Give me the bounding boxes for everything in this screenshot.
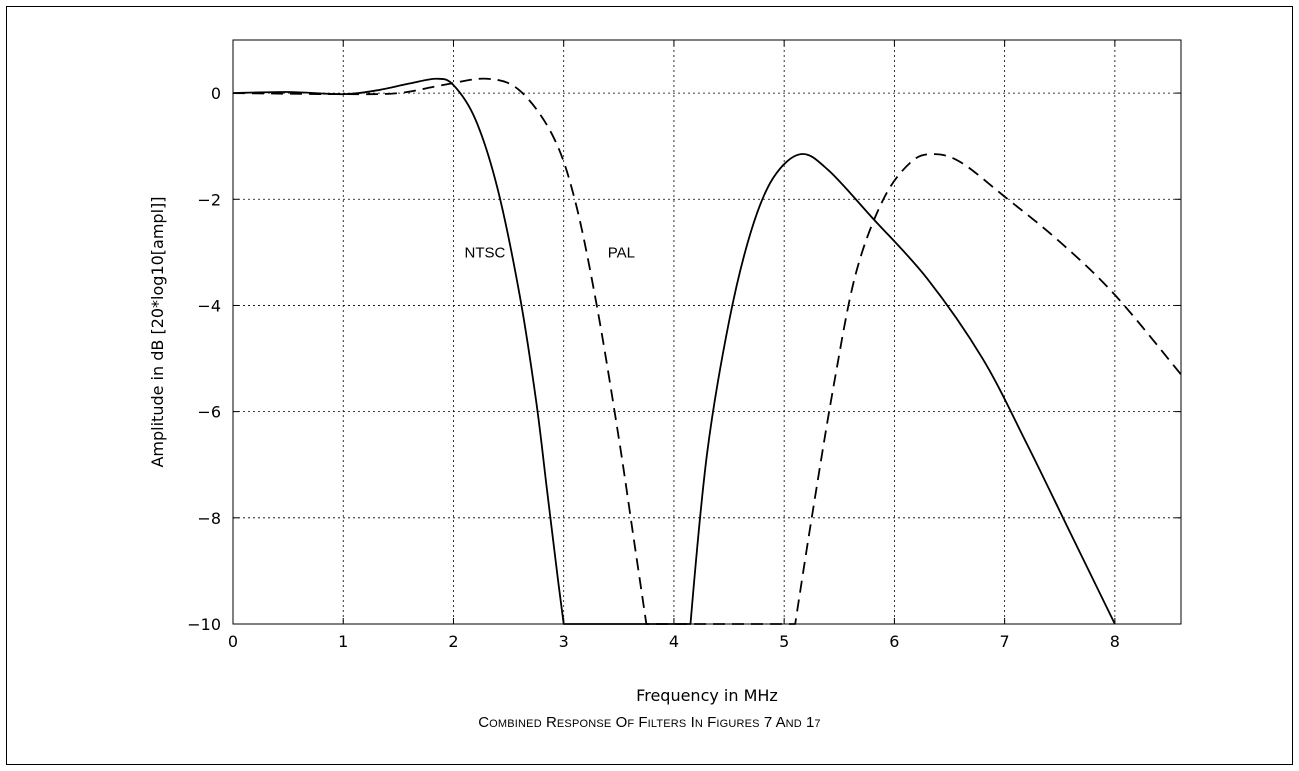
plot-area xyxy=(232,39,1182,625)
grid xyxy=(233,40,1181,624)
y-axis-label: Amplitude in dB [20*log10[ampl]] xyxy=(148,196,167,467)
y-tick-label: 0 xyxy=(211,84,221,103)
labels: 0 1 2 3 4 5 6 7 8 0 −2 −4 −6 −8 −10 NTSC PAL xyxy=(187,84,1120,651)
series-label-pal: PAL xyxy=(608,244,635,261)
x-tick-label: 8 xyxy=(1110,632,1120,651)
x-tick-label: 7 xyxy=(1000,632,1010,651)
y-tick-label: −2 xyxy=(197,190,221,209)
y-tick-label: −6 xyxy=(197,403,221,422)
series-line-ntsc xyxy=(232,77,1116,625)
x-tick-label: 3 xyxy=(559,632,569,651)
series-line-pal xyxy=(232,77,1182,625)
x-tick-label: 1 xyxy=(338,632,348,651)
x-tick-label: 5 xyxy=(779,632,789,651)
y-tick-label: −10 xyxy=(187,615,221,634)
figure-caption: COMBINED RESPONSE OF FILTERS IN FIGURES … xyxy=(478,714,821,731)
x-tick-label: 0 xyxy=(228,632,238,651)
x-tick-label: 4 xyxy=(669,632,679,651)
x-tick-label: 2 xyxy=(448,632,458,651)
x-axis-label: Frequency in MHz xyxy=(636,686,778,705)
tick-marks xyxy=(232,40,1181,625)
series-label-ntsc: NTSC xyxy=(464,244,505,261)
series-layer xyxy=(232,77,1182,625)
y-tick-label: −4 xyxy=(197,296,221,315)
x-tick-label: 6 xyxy=(889,632,899,651)
figure-frame xyxy=(6,6,1293,765)
y-tick-label: −8 xyxy=(197,509,221,528)
